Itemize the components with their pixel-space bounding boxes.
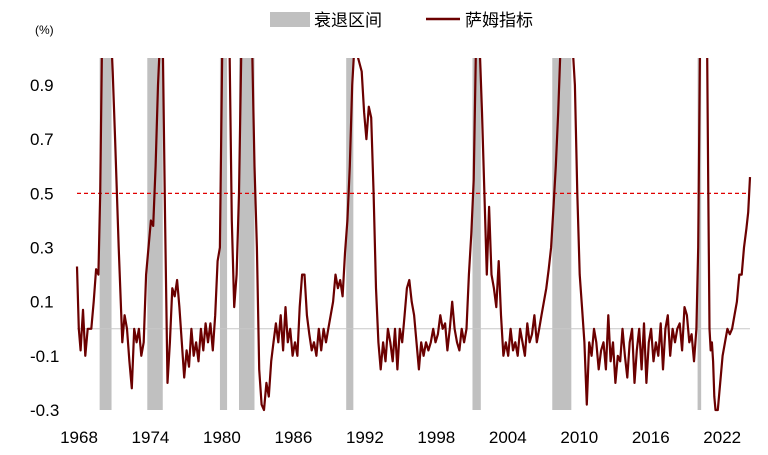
x-tick-label: 1992 xyxy=(346,428,384,447)
reference-lines xyxy=(77,192,750,330)
y-tick-label: 0.3 xyxy=(30,239,54,258)
recession-band-6 xyxy=(472,58,481,410)
recession-band-4 xyxy=(238,58,255,410)
y-tick-label: -0.3 xyxy=(30,401,59,420)
legend-label-sahm: 萨姆指标 xyxy=(465,11,533,31)
y-tick-label: 0.1 xyxy=(30,293,54,312)
recession-band-7 xyxy=(552,58,572,410)
unit-label: (%) xyxy=(35,23,54,37)
x-tick-label: 1998 xyxy=(417,428,455,447)
legend: 衰退区间 萨姆指标 xyxy=(270,11,533,31)
legend-label-recession: 衰退区间 xyxy=(314,11,382,31)
recession-band-2 xyxy=(147,58,163,410)
y-axis-ticks: 0.9 0.7 0.5 0.3 0.1 -0.1 -0.3 xyxy=(30,76,59,420)
series-line-sahm xyxy=(75,58,752,412)
recession-band-1 xyxy=(99,58,112,410)
y-tick-label: -0.1 xyxy=(30,347,59,366)
y-tick-label: 0.5 xyxy=(30,184,54,203)
x-tick-label: 2022 xyxy=(703,428,741,447)
x-tick-label: 1968 xyxy=(60,428,98,447)
legend-swatch-recession xyxy=(270,12,310,27)
x-axis-ticks: 1968 1974 1980 1986 1992 1998 2004 2010 2016 2022 xyxy=(60,428,741,447)
x-tick-label: 1986 xyxy=(274,428,312,447)
y-tick-label: 0.9 xyxy=(30,76,54,95)
x-tick-label: 2010 xyxy=(560,428,598,447)
series-group xyxy=(75,58,752,412)
x-tick-label: 2016 xyxy=(632,428,670,447)
x-tick-label: 1980 xyxy=(203,428,241,447)
recession-band-5 xyxy=(346,58,354,410)
recession-band-3 xyxy=(219,58,228,410)
y-tick-label: 0.7 xyxy=(30,130,54,149)
x-tick-label: 1974 xyxy=(132,428,170,447)
x-tick-label: 2004 xyxy=(489,428,527,447)
